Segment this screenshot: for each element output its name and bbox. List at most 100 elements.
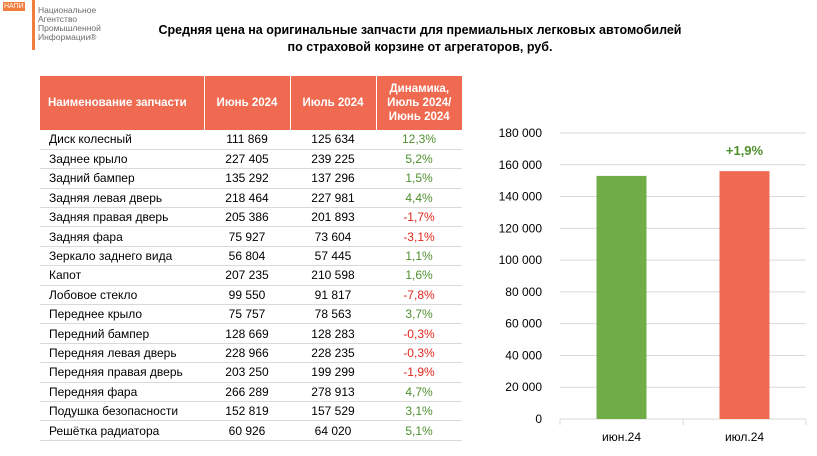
cell-june: 227 405 [204, 149, 290, 170]
cell-july: 199 299 [290, 362, 376, 383]
cell-june: 205 386 [204, 207, 290, 228]
cell-part-name: Передняя правая дверь [40, 362, 204, 383]
cell-july: 78 563 [290, 304, 376, 325]
table-row: Задняя правая дверь 205 386 201 893 -1,7% [40, 207, 462, 228]
cell-dynamics: 1,5% [376, 168, 462, 189]
cell-june: 75 757 [204, 304, 290, 325]
cell-july: 210 598 [290, 265, 376, 286]
cell-dynamics: 4,7% [376, 382, 462, 402]
chart-svg: 0 20 000 40 000 60 000 80 000 100 000 120 000 1… [499, 126, 807, 444]
cell-dynamics: -7,8% [376, 285, 462, 306]
cell-part-name: Задняя левая дверь [40, 188, 204, 209]
cell-june: 228 966 [204, 343, 290, 364]
logo-abbr: НАПИ [3, 2, 25, 11]
cell-dynamics: 4,4% [376, 188, 462, 209]
cell-july: 228 235 [290, 343, 376, 364]
table-row: Решётка радиатора 60 926 64 020 5,1% [40, 420, 462, 441]
cell-part-name: Диск колесный [40, 130, 204, 150]
y-tick-label: 100 000 [499, 253, 543, 267]
cell-dynamics: -0,3% [376, 323, 462, 344]
cell-july: 227 981 [290, 188, 376, 209]
cell-july: 137 296 [290, 168, 376, 189]
cell-dynamics: -0,3% [376, 343, 462, 364]
table-row: Задний бампер 135 292 137 296 1,5% [40, 168, 462, 189]
table-row: Подушка безопасности 152 819 157 529 3,1% [40, 401, 462, 422]
page-title: Средняя цена на оригинальные запчасти дл… [120, 22, 720, 56]
x-tick-label: июн.24 [602, 430, 641, 444]
cell-july: 157 529 [290, 401, 376, 422]
cell-june: 75 927 [204, 226, 290, 247]
cell-june: 99 550 [204, 285, 290, 306]
table-row: Задняя левая дверь 218 464 227 981 4,4% [40, 188, 462, 209]
header-part-name: Наименование запчасти [40, 76, 205, 130]
table-row: Лобовое стекло 99 550 91 817 -7,8% [40, 285, 462, 306]
cell-part-name: Передняя левая дверь [40, 343, 204, 364]
cell-part-name: Капот [40, 265, 204, 286]
cell-june: 266 289 [204, 382, 290, 402]
cell-part-name: Задний бампер [40, 168, 204, 189]
table-row: Капот 207 235 210 598 1,6% [40, 265, 462, 286]
table-row: Переднее крыло 75 757 78 563 3,7% [40, 304, 462, 325]
cell-dynamics: 12,3% [376, 130, 462, 150]
header-july: Июль 2024 [290, 76, 377, 130]
y-tick-label: 120 000 [499, 221, 543, 235]
cell-dynamics: 3,7% [376, 304, 462, 325]
cell-part-name: Задняя правая дверь [40, 207, 204, 228]
y-tick-label: 20 000 [505, 380, 542, 394]
cell-july: 125 634 [290, 130, 376, 150]
cell-june: 128 669 [204, 323, 290, 344]
y-tick-label: 0 [535, 412, 542, 426]
y-tick-label: 160 000 [499, 158, 543, 172]
cell-july: 57 445 [290, 246, 376, 267]
cell-june: 135 292 [204, 168, 290, 189]
x-tick-label: июл.24 [725, 430, 764, 444]
table-row: Диск колесный 111 869 125 634 12,3% [40, 130, 462, 150]
logo-bar [32, 0, 35, 50]
bar-june [596, 175, 647, 419]
logo: НАПИ Национальное Агентство Промышленной… [0, 0, 101, 60]
y-tick-label: 80 000 [505, 285, 542, 299]
bar-july [719, 171, 770, 419]
y-tick-label: 180 000 [499, 126, 543, 140]
cell-july: 73 604 [290, 226, 376, 247]
cell-part-name: Решётка радиатора [40, 420, 204, 441]
cell-part-name: Заднее крыло [40, 149, 204, 170]
cell-dynamics: -1,9% [376, 362, 462, 383]
table-row: Передняя левая дверь 228 966 228 235 -0,3% [40, 343, 462, 364]
page-title-line-1: Средняя цена на оригинальные запчасти дл… [158, 23, 682, 37]
cell-dynamics: 3,1% [376, 401, 462, 422]
cell-july: 239 225 [290, 149, 376, 170]
cell-june: 60 926 [204, 420, 290, 441]
table-row: Передняя правая дверь 203 250 199 299 -1,9% [40, 362, 462, 383]
price-chart: 0 20 000 40 000 60 000 80 000 100 000 120 000 1… [480, 116, 810, 456]
table-row: Передняя фара 266 289 278 913 4,7% [40, 382, 462, 402]
change-annotation: +1,9% [726, 143, 764, 158]
cell-dynamics: 1,6% [376, 265, 462, 286]
cell-part-name: Подушка безопасности [40, 401, 204, 422]
cell-july: 128 283 [290, 323, 376, 344]
cell-june: 152 819 [204, 401, 290, 422]
cell-part-name: Передняя фара [40, 382, 204, 402]
cell-june: 203 250 [204, 362, 290, 383]
cell-june: 111 869 [204, 130, 290, 150]
cell-part-name: Лобовое стекло [40, 285, 204, 306]
cell-part-name: Передний бампер [40, 323, 204, 344]
table-row: Задняя фара 75 927 73 604 -3,1% [40, 226, 462, 247]
table-row: Зеркало заднего вида 56 804 57 445 1,1% [40, 246, 462, 267]
cell-dynamics: -1,7% [376, 207, 462, 228]
cell-july: 64 020 [290, 420, 376, 441]
table-header-row: Наименование запчасти Июнь 2024 Июль 202… [40, 76, 462, 130]
cell-june: 207 235 [204, 265, 290, 286]
cell-dynamics: -3,1% [376, 226, 462, 247]
cell-july: 278 913 [290, 382, 376, 402]
cell-dynamics: 5,1% [376, 420, 462, 441]
y-tick-label: 140 000 [499, 190, 543, 204]
cell-july: 91 817 [290, 285, 376, 306]
cell-part-name: Переднее крыло [40, 304, 204, 325]
header-june: Июнь 2024 [204, 76, 291, 130]
logo-text: Национальное Агентство Промышленной Инфо… [38, 5, 101, 42]
cell-dynamics: 1,1% [376, 246, 462, 267]
cell-july: 201 893 [290, 207, 376, 228]
page-title-line-2: по страховой корзине от агрегаторов, руб… [287, 40, 553, 54]
table-row: Передний бампер 128 669 128 283 -0,3% [40, 323, 462, 344]
